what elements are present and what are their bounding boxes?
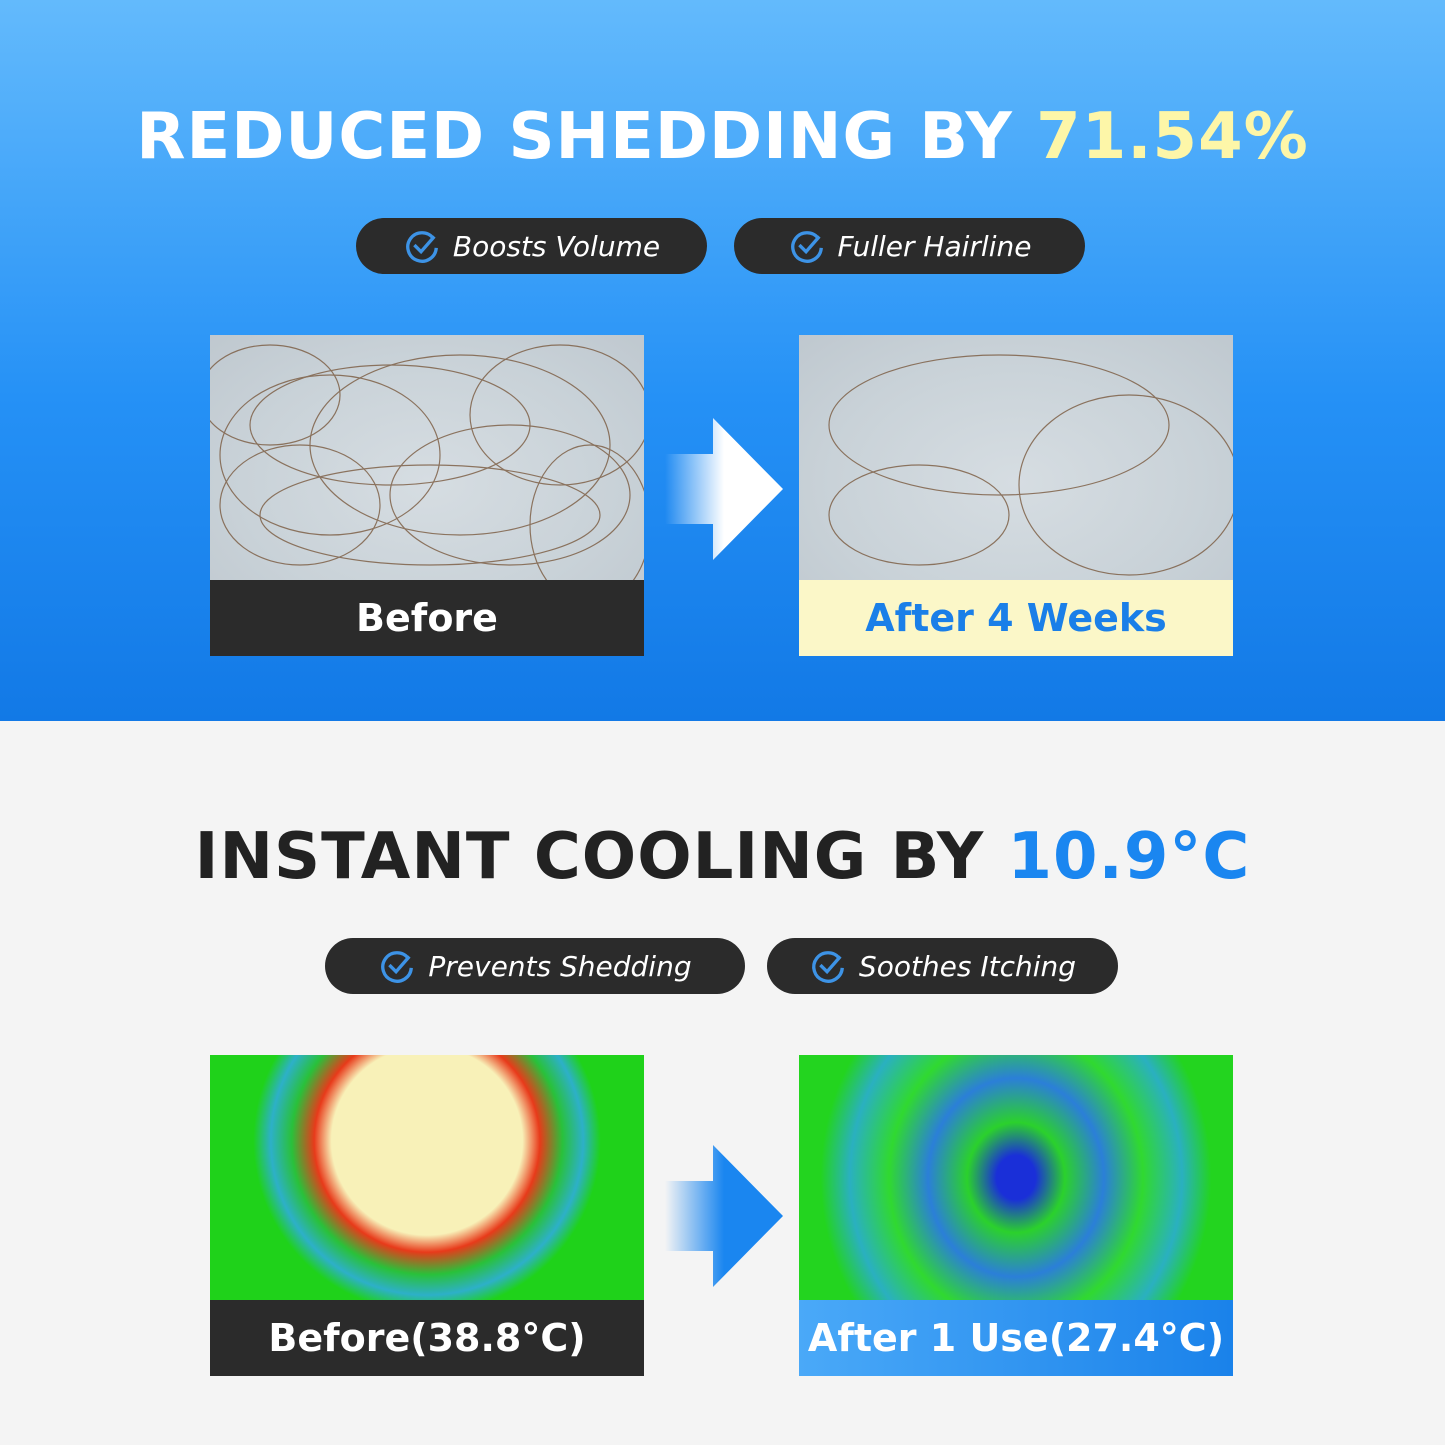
title-value: 10.9°C [1007,820,1251,894]
badge-fuller-hairline: Fuller Hairline [734,218,1085,274]
check-circle-icon [406,231,438,263]
check-circle-icon [381,951,414,983]
title-text: INSTANT COOLING BY [194,820,1008,894]
badge-boosts-volume: Boosts Volume [356,218,707,274]
before-label: Before [210,580,644,656]
badge-soothes-itching: Soothes Itching [767,938,1118,994]
before-temp-label: Before(38.8°C) [210,1300,644,1376]
title-value: 71.54% [1036,100,1309,174]
title-text: REDUCED SHEDDING BY [136,100,1037,174]
badge-label: Soothes Itching [858,949,1077,983]
check-circle-icon [812,951,844,983]
arrow-right-icon [665,1145,783,1287]
after-label: After 4 Weeks [799,580,1233,656]
check-circle-icon [790,231,823,263]
badge-prevents-shedding: Prevents Shedding [325,938,745,994]
badge-label: Fuller Hairline [837,229,1032,263]
shedding-title: REDUCED SHEDDING BY 71.54% [0,100,1445,174]
after-thermal-image [799,1055,1233,1300]
cooling-title: INSTANT COOLING BY 10.9°C [0,820,1445,894]
badge-label: Prevents Shedding [428,949,692,983]
arrow-right-icon [665,418,783,560]
after-temp-label: After 1 Use(27.4°C) [799,1300,1233,1376]
badge-label: Boosts Volume [452,229,661,263]
before-hair-photo [210,335,644,580]
after-hair-photo [799,335,1233,580]
before-thermal-image [210,1055,644,1300]
